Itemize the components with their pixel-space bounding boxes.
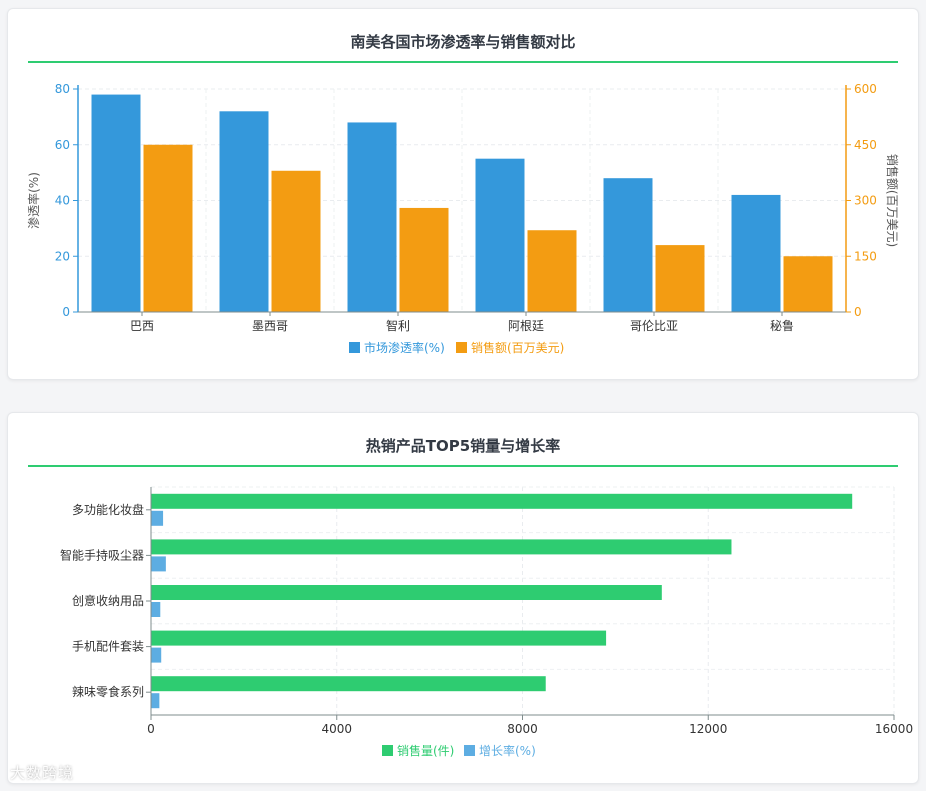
legend-label-sales-volume[interactable]: 销售量(件) <box>397 743 454 758</box>
chart1-ylabel-right: 销售额(百万美元) <box>885 154 900 247</box>
sales-volume-bar-2[interactable] <box>151 585 662 600</box>
penetration-sales-card: 南美各国市场渗透率与销售额对比 0 20 40 60 80 0 150 300 450 600 巴西… <box>7 8 919 380</box>
chart1-category-label: 秘鲁 <box>770 319 794 333</box>
chart1-left-tick-label: 60 <box>55 138 70 152</box>
chart1-title-rule <box>28 61 898 63</box>
legend-swatch-growth-rate[interactable] <box>464 745 475 756</box>
chart2-category-label: 智能手持吸尘器 <box>60 547 144 562</box>
chart1-category-label: 智利 <box>386 318 410 333</box>
chart1-right-tick-label: 300 <box>854 194 877 208</box>
chart2-category-label: 创意收纳用品 <box>72 593 144 608</box>
chart1-left-tick-label: 80 <box>55 82 70 96</box>
chart2-x-tick-label: 4000 <box>321 722 352 736</box>
chart2-title: 热销产品TOP5销量与增长率 <box>365 437 561 455</box>
chart2-title-rule <box>28 465 898 467</box>
chart2-x-tick-label: 12000 <box>689 722 727 736</box>
legend-swatch-sales[interactable] <box>456 342 467 353</box>
chart1-category-label: 阿根廷 <box>508 319 544 333</box>
sales-bar-1[interactable] <box>271 170 321 312</box>
growth-rate-bar-3[interactable] <box>151 647 162 663</box>
legend-swatch-sales-volume[interactable] <box>382 745 393 756</box>
chart1-ylabel-left: 渗透率(%) <box>26 172 41 229</box>
chart2-category-label: 多功能化妆盘 <box>72 502 144 517</box>
chart1-right-tick-label: 600 <box>854 82 877 96</box>
chart1-right-tick-label: 150 <box>854 249 877 263</box>
sales-bar-0[interactable] <box>143 144 193 312</box>
chart1-right-tick-label: 0 <box>854 305 862 319</box>
chart1-title: 南美各国市场渗透率与销售额对比 <box>350 33 576 51</box>
penetration-bar-3[interactable] <box>475 158 525 312</box>
legend-label-penetration[interactable]: 市场渗透率(%) <box>364 340 445 355</box>
chart2-x-tick-label: 16000 <box>875 722 913 736</box>
watermark: 大数跨境 <box>10 764 75 782</box>
chart1-right-tick-label: 450 <box>854 138 877 152</box>
growth-rate-bar-4[interactable] <box>151 693 160 709</box>
penetration-bar-4[interactable] <box>603 178 653 312</box>
legend-label-growth-rate[interactable]: 增长率(%) <box>479 743 536 758</box>
sales-volume-bar-4[interactable] <box>151 676 546 692</box>
penetration-bar-0[interactable] <box>91 94 141 312</box>
chart1-left-tick-label: 20 <box>55 249 70 263</box>
sales-bar-3[interactable] <box>527 230 577 312</box>
chart1-category-label: 巴西 <box>130 319 154 333</box>
top5-products-card: 热销产品TOP5销量与增长率 多功能化妆盘智能手持吸尘器创意收纳用品 手机配件套装… <box>7 412 919 784</box>
chart2-x-tick-label: 0 <box>147 722 155 736</box>
penetration-bar-2[interactable] <box>347 122 397 312</box>
sales-bar-4[interactable] <box>655 245 705 312</box>
chart1-category-label: 哥伦比亚 <box>630 318 678 333</box>
sales-volume-bar-0[interactable] <box>151 493 853 509</box>
legend-swatch-penetration[interactable] <box>349 342 360 353</box>
sales-volume-bar-3[interactable] <box>151 630 607 646</box>
growth-rate-bar-0[interactable] <box>151 510 164 526</box>
legend-label-sales[interactable]: 销售额(百万美元) <box>471 340 564 355</box>
chart1-svg: 0 20 40 60 80 0 150 300 450 600 巴西 墨西哥 智利 阿根廷 哥伦比亚 秘鲁 渗透… <box>26 82 900 355</box>
penetration-bar-1[interactable] <box>219 111 269 312</box>
chart2-category-label: 辣味零食系列 <box>72 684 144 699</box>
growth-rate-bar-1[interactable] <box>151 556 166 572</box>
chart2-category-label: 手机配件套装 <box>72 640 144 654</box>
sales-volume-bar-1[interactable] <box>151 539 732 555</box>
chart1-left-tick-label: 40 <box>55 194 70 208</box>
sales-bar-2[interactable] <box>399 207 449 312</box>
chart1-left-tick-label: 0 <box>62 305 70 319</box>
chart2-x-tick-label: 8000 <box>507 722 538 736</box>
penetration-bar-5[interactable] <box>731 194 781 312</box>
growth-rate-bar-2[interactable] <box>151 602 161 617</box>
sales-bar-5[interactable] <box>783 256 833 312</box>
chart1-category-label: 墨西哥 <box>252 319 288 333</box>
